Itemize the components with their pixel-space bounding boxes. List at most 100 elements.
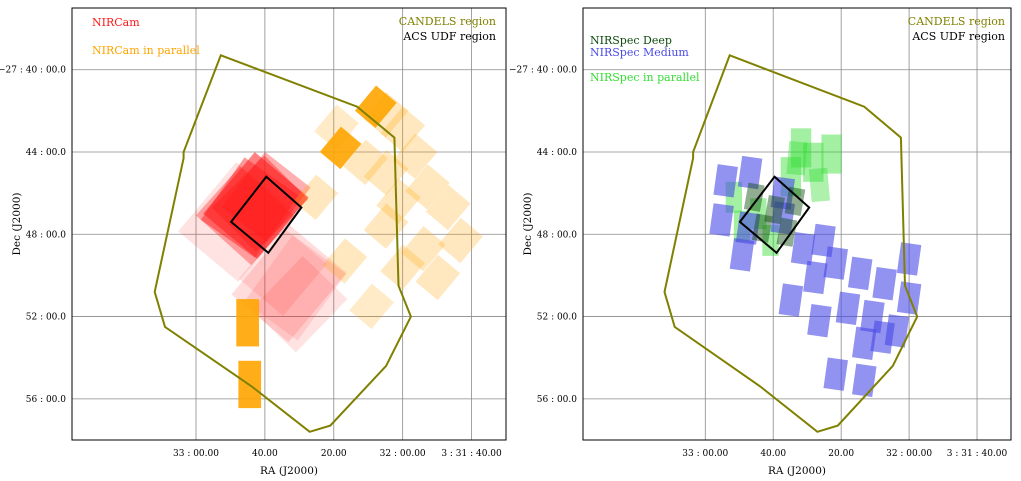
footprint [823, 246, 848, 280]
footprint [363, 92, 409, 138]
x-tick-label: 40.00 [760, 449, 786, 459]
x-tick-label: 33 : 00.00 [173, 449, 219, 459]
footprint [778, 283, 804, 317]
footprint [380, 106, 425, 153]
y-tick-label: 56 : 00.0 [537, 395, 578, 405]
footprint [319, 126, 362, 170]
footprint [847, 256, 873, 291]
candels-region-outline [153, 54, 412, 433]
footprint [392, 133, 438, 179]
footprint [803, 142, 824, 182]
footprint [425, 184, 471, 231]
footprint [376, 178, 421, 225]
x-tick-label: 40.00 [252, 449, 278, 459]
footprint [195, 166, 296, 266]
legend-entry: NIRCam in parallel [92, 44, 200, 57]
footprint [764, 195, 785, 225]
y-tick-label: 52 : 00.0 [537, 313, 578, 323]
footprint [244, 235, 347, 341]
footprint [709, 203, 734, 237]
footprint [211, 155, 309, 252]
x-axis-label: RA (J2000) [768, 465, 826, 477]
y-tick-label: 48 : 00.0 [537, 230, 578, 240]
legend-entry: NIRSpec in parallel [590, 71, 700, 84]
plot-frame [71, 7, 507, 441]
footprint [770, 201, 795, 235]
footprint [737, 155, 763, 190]
footprint [380, 244, 425, 290]
footprint [872, 266, 897, 301]
footprint [251, 256, 348, 353]
y-tick-label: 52 : 00.0 [26, 313, 67, 323]
footprint [236, 299, 260, 347]
x-tick-label: 3 : 31 : 40.00 [441, 449, 502, 459]
y-tick-label: 44 : 00.0 [26, 148, 67, 158]
footprint [354, 85, 397, 128]
footprint [238, 226, 327, 316]
x-tick-label: 32 : 00.00 [886, 449, 932, 459]
footprint [314, 104, 359, 151]
footprint [807, 303, 832, 338]
y-tick-label: 56 : 00.0 [26, 395, 67, 405]
footprint [221, 151, 311, 243]
footprint [808, 167, 830, 203]
series-nirspec-medium [709, 155, 922, 398]
footprint [743, 182, 765, 212]
footprint [729, 238, 755, 272]
footprint [896, 242, 922, 276]
footprint [776, 217, 798, 247]
footprint [790, 231, 816, 266]
y-tick-label: 48 : 00.0 [26, 230, 67, 240]
y-axis-label: Dec (J2000) [522, 193, 534, 256]
x-axis-label: RA (J2000) [260, 465, 318, 477]
acs-udf-region-outline [229, 175, 303, 255]
legend-entry: ACS UDF region [911, 30, 1005, 43]
footprint [438, 217, 483, 264]
x-tick-label: 20.00 [828, 449, 854, 459]
footprint [203, 152, 309, 259]
footprint [343, 139, 388, 185]
panel-nirspec: 33 : 00.00 40.00 20.00 32 : 00.00 3 : 31 : 4… [509, 7, 1012, 477]
y-axis-label: Dec (J2000) [11, 193, 23, 256]
footprint [821, 134, 842, 174]
footprint [178, 162, 297, 282]
legend-entry: NIRSpec Medium [590, 46, 689, 59]
x-tick-label: 33 : 00.00 [682, 449, 728, 459]
footprint [762, 225, 779, 256]
footprint [790, 128, 812, 168]
legend-entry: CANDELS region [908, 15, 1005, 28]
footprint [786, 140, 808, 176]
footprint [405, 164, 450, 210]
footprint [322, 238, 368, 284]
x-tick-label: 32 : 00.00 [380, 449, 426, 459]
acs-udf-region-outline [738, 175, 811, 255]
legend-entry: ACS UDF region [402, 30, 496, 43]
footprint [870, 320, 895, 354]
footprint [401, 225, 446, 272]
legend-entry: CANDELS region [399, 15, 496, 28]
footprint [823, 357, 848, 391]
footprint [349, 283, 394, 329]
footprint [231, 225, 347, 343]
candels-region-outline [663, 54, 919, 433]
footprint [803, 260, 828, 295]
footprint [835, 291, 861, 326]
footprint [713, 164, 738, 198]
x-tick-label: 20.00 [321, 449, 347, 459]
plot-frame [582, 7, 1012, 441]
footprint [293, 174, 339, 220]
series-nircam [178, 151, 348, 353]
footprint [363, 149, 409, 196]
y-tick-label: −27 : 40 : 00.0 [509, 66, 577, 76]
panel-nircam: 33 : 00.00 40.00 20.00 32 : 00.00 3 : 31 : 4… [0, 7, 507, 477]
y-tick-label: 44 : 00.0 [537, 148, 578, 158]
footprint [852, 363, 877, 398]
footprint [852, 326, 877, 361]
legend-entry: NIRSpec Deep [590, 34, 672, 47]
footprint [784, 186, 806, 216]
x-tick-label: 3 : 31 : 40.00 [947, 449, 1008, 459]
legend-entry: NIRCam [92, 16, 140, 29]
y-tick-label: −27 : 40 : 00.0 [0, 66, 66, 76]
footprint [415, 254, 461, 301]
